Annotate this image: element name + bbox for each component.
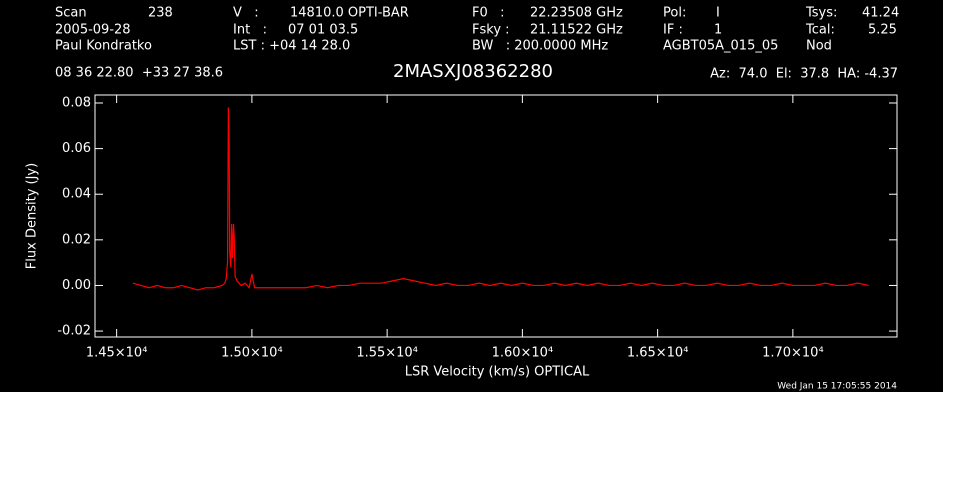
header-field: Scan <box>55 6 87 21</box>
coordinates: 08 36 22.80 +33 27 38.6 <box>55 66 223 81</box>
header-field: 2005-09-28 <box>55 23 131 38</box>
header-field: V : <box>233 6 259 21</box>
header-field: I <box>716 6 720 21</box>
header-field: 14810.0 OPTI-BAR <box>290 6 409 21</box>
spectrum-line <box>132 107 869 291</box>
x-tick-label: 1.65×10⁴ <box>627 346 689 361</box>
pointing: Az: 74.0 El: 37.8 HA: -4.37 <box>710 67 898 82</box>
header-field: 22.23508 GHz <box>530 6 623 21</box>
plot-frame <box>94 94 898 338</box>
header-field: BW : 200.0000 MHz <box>472 39 608 54</box>
header-field: F0 : <box>472 6 505 21</box>
x-tick-label: 1.60×10⁴ <box>492 346 554 361</box>
header-field: 21.11522 GHz <box>530 23 623 38</box>
header-field: Int : <box>233 23 267 38</box>
chart-title: 2MASXJ08362280 <box>393 61 553 82</box>
header-field: Nod <box>806 39 832 54</box>
x-tick-label: 1.45×10⁴ <box>86 346 148 361</box>
x-tick-label: 1.50×10⁴ <box>221 346 283 361</box>
y-tick-label: -0.02 <box>57 324 91 339</box>
header-field: 41.24 <box>862 6 899 21</box>
header-field: Tsys: <box>805 6 837 21</box>
header-field: IF : <box>663 23 683 38</box>
y-tick-label: 0.00 <box>62 278 91 293</box>
plot-background <box>0 0 943 392</box>
x-tick-label: 1.55×10⁴ <box>356 346 418 361</box>
y-axis-label: Flux Density (Jy) <box>25 163 40 269</box>
header-field: 238 <box>148 6 173 21</box>
header-field: Tcal: <box>805 23 835 38</box>
header-field: AGBT05A_015_05 <box>663 39 778 54</box>
header-field: 1 <box>714 23 722 38</box>
y-tick-label: 0.08 <box>62 95 91 110</box>
x-axis-label: LSR Velocity (km/s) OPTICAL <box>405 365 590 380</box>
header-field: Pol: <box>663 6 686 21</box>
header-field: LST : +04 14 28.0 <box>233 39 350 54</box>
header-field: 07 01 03.5 <box>288 23 358 38</box>
y-tick-label: 0.02 <box>62 232 91 247</box>
timestamp: Wed Jan 15 17:05:55 2014 <box>777 382 897 392</box>
y-tick-label: 0.04 <box>62 187 91 202</box>
x-tick-label: 1.70×10⁴ <box>762 346 824 361</box>
header-field: Fsky : <box>472 23 510 38</box>
y-tick-label: 0.06 <box>62 141 91 156</box>
header-field: 5.25 <box>868 23 897 38</box>
header-field: Paul Kondratko <box>55 39 152 54</box>
